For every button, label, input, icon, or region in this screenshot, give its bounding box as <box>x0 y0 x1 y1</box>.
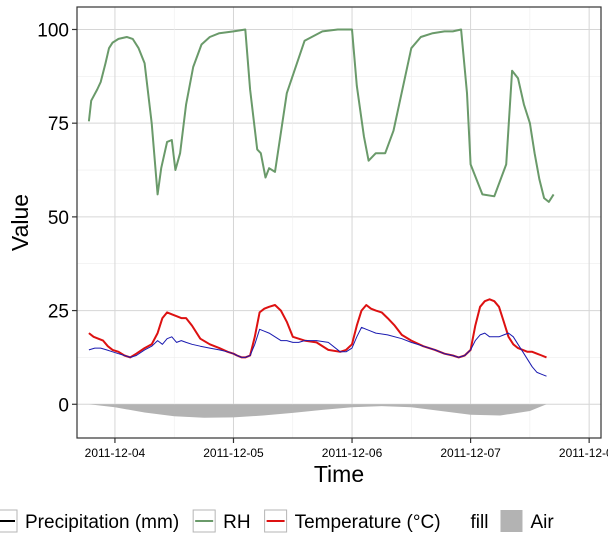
plot-panel <box>77 7 601 438</box>
y-axis-title: Value <box>7 194 33 251</box>
area-layer <box>88 404 547 418</box>
series-line-rh <box>87 28 555 203</box>
grid-lines <box>77 7 601 438</box>
x-axis-title: Time <box>314 461 364 487</box>
series-line-air-temperature <box>88 326 547 377</box>
y-tick-label: 25 <box>48 302 69 323</box>
series-layer <box>87 28 555 377</box>
y-axis: 0 25 50 75 100 <box>37 20 77 416</box>
y-tick-label: 75 <box>48 114 69 135</box>
legend-label: RH <box>223 512 250 533</box>
x-tick-label: 2011-12-08 <box>559 446 608 460</box>
x-tick-label: 2011-12-05 <box>203 446 264 460</box>
y-tick-label: 50 <box>48 208 69 229</box>
legend-label: Temperature (°C) <box>295 512 441 533</box>
y-tick-label: 100 <box>37 20 69 41</box>
legend: Precipitation (mm) RH Temperature (°C) fill… <box>0 509 554 533</box>
plot-border <box>76 6 602 439</box>
x-tick-label: 2011-12-06 <box>322 446 383 460</box>
x-axis: 2011-12-04 2011-12-05 2011-12-06 2011-12-07… <box>85 438 608 460</box>
area-air <box>88 404 547 418</box>
legend-fill-title: fill <box>471 512 489 533</box>
legend-key-fill <box>500 510 523 532</box>
x-tick-label: 2011-12-04 <box>85 446 146 460</box>
y-tick-label: 0 <box>58 395 69 416</box>
x-tick-label: 2011-12-07 <box>440 446 501 460</box>
legend-label: Air <box>530 512 554 533</box>
legend-label: Precipitation (mm) <box>25 512 179 533</box>
